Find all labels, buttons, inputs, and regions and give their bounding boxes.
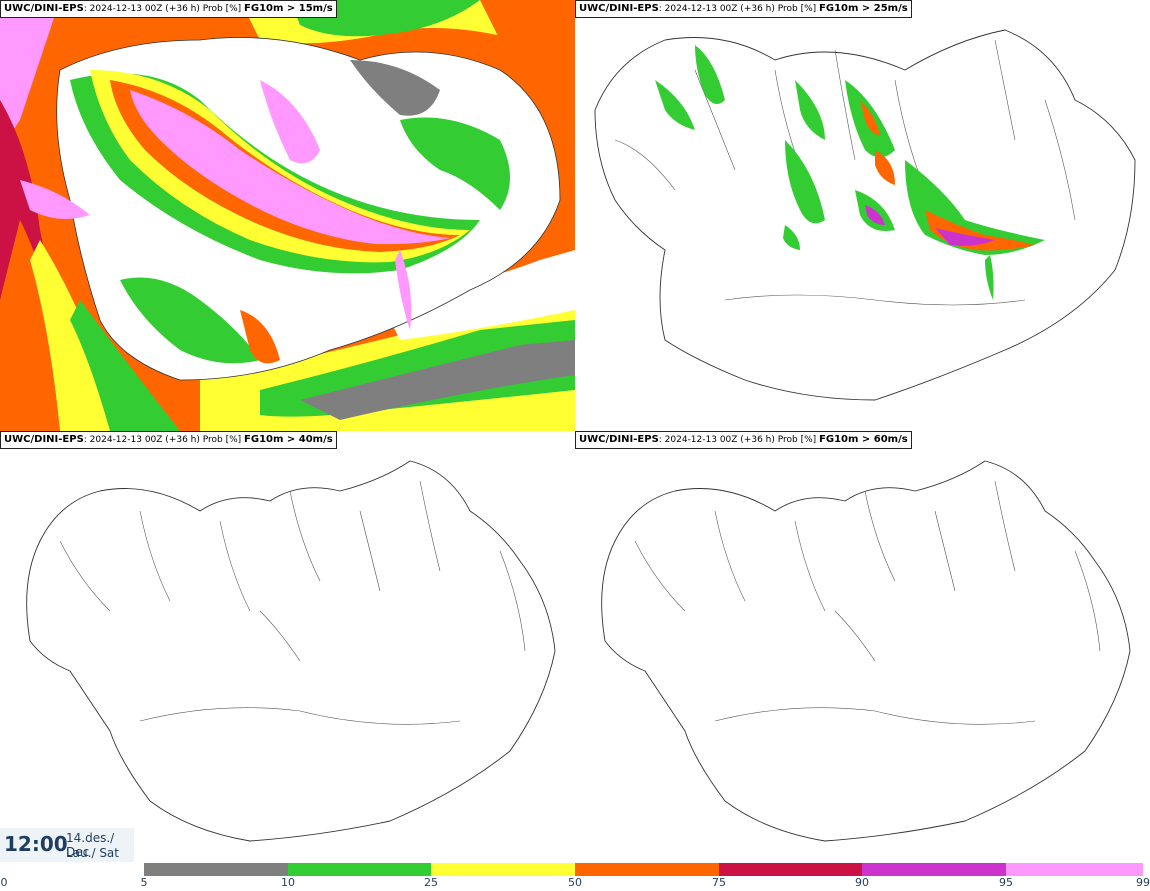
- legend-swatch: [862, 863, 1006, 876]
- legend-tick-label: 5: [140, 876, 148, 889]
- run-info: : 2024-12-13 00Z (+36 h) Prob [%]: [83, 4, 245, 14]
- threshold-label: FG10m > 40m/s: [244, 434, 333, 445]
- threshold-label: FG10m > 60m/s: [819, 434, 908, 445]
- threshold-label: FG10m > 15m/s: [244, 3, 333, 14]
- model-name: UWC/DINI-EPS: [579, 434, 659, 445]
- color-scale-legend: 0 5 10 25 50 75 90 95 99: [0, 862, 1150, 891]
- legend-tick-label: 75: [712, 876, 726, 889]
- run-info: : 2024-12-13 00Z (+36 h) Prob [%]: [83, 435, 245, 445]
- panel-title: UWC/DINI-EPS: 2024-12-13 00Z (+36 h) Pro…: [0, 0, 337, 18]
- valid-date: 14.des./ Dec: [66, 831, 115, 859]
- run-info: : 2024-12-13 00Z (+36 h) Prob [%]: [658, 4, 820, 14]
- probability-map-40ms: [26, 460, 556, 842]
- legend-swatch: [1006, 863, 1143, 876]
- valid-time: 12:00: [4, 832, 68, 856]
- probability-map-25ms: [594, 29, 1136, 401]
- legend-swatch: [144, 863, 288, 876]
- legend-tick-label: 10: [281, 876, 295, 889]
- probability-map-60ms: [601, 460, 1131, 842]
- valid-time-box: 12:00 14.des./ Dec Lau./ Sat: [0, 828, 134, 862]
- legend-swatch: [575, 863, 719, 876]
- probability-map-15ms: [0, 0, 575, 431]
- legend-tick-label: 90: [855, 876, 869, 889]
- map-panel-25ms: UWC/DINI-EPS: 2024-12-13 00Z (+36 h) Pro…: [575, 0, 1150, 431]
- run-info: : 2024-12-13 00Z (+36 h) Prob [%]: [658, 435, 820, 445]
- model-name: UWC/DINI-EPS: [4, 3, 84, 14]
- model-name: UWC/DINI-EPS: [579, 3, 659, 14]
- panel-title: UWC/DINI-EPS: 2024-12-13 00Z (+36 h) Pro…: [575, 0, 912, 18]
- map-panel-60ms: UWC/DINI-EPS: 2024-12-13 00Z (+36 h) Pro…: [575, 431, 1150, 862]
- legend-swatch: [4, 863, 144, 876]
- map-panel-40ms: UWC/DINI-EPS: 2024-12-13 00Z (+36 h) Pro…: [0, 431, 575, 862]
- legend-tick-label: 99: [1136, 876, 1150, 889]
- legend-swatch: [288, 863, 431, 876]
- model-name: UWC/DINI-EPS: [4, 434, 84, 445]
- legend-swatch: [719, 863, 862, 876]
- panel-title: UWC/DINI-EPS: 2024-12-13 00Z (+36 h) Pro…: [0, 431, 337, 449]
- map-panel-15ms: UWC/DINI-EPS: 2024-12-13 00Z (+36 h) Pro…: [0, 0, 575, 431]
- legend-tick-label: 95: [999, 876, 1013, 889]
- legend-tick-label: 0: [0, 876, 8, 889]
- legend-tick-label: 25: [424, 876, 438, 889]
- legend-tick-label: 50: [568, 876, 582, 889]
- panel-title: UWC/DINI-EPS: 2024-12-13 00Z (+36 h) Pro…: [575, 431, 912, 449]
- threshold-label: FG10m > 25m/s: [819, 3, 908, 14]
- valid-weekday: Lau./ Sat: [66, 846, 119, 860]
- legend-swatch: [431, 863, 575, 876]
